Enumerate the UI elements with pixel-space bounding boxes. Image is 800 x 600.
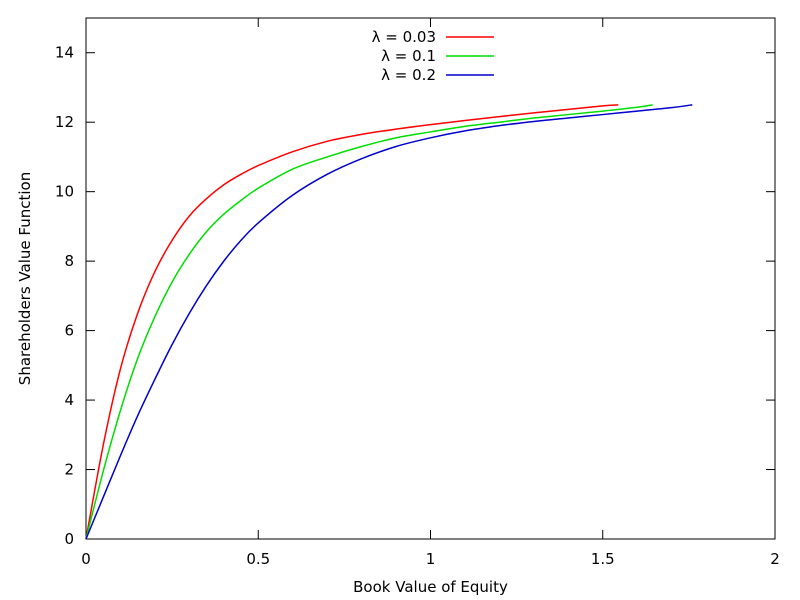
y-tick-label: 10 (55, 183, 74, 201)
axis-tick-labels: 0 0.5 1 1.5 2 0 2 4 6 8 10 12 14 (55, 44, 780, 568)
y-tick-label: 14 (55, 44, 74, 62)
series-lines (85, 104, 693, 540)
x-axis-label: Book Value of Equity (353, 578, 508, 596)
y-tick-label: 0 (64, 530, 74, 548)
series-line-3 (85, 104, 693, 540)
y-axis-label: Shareholders Value Function (16, 172, 34, 385)
x-tick-label: 0 (81, 550, 91, 568)
series-line-2 (85, 104, 653, 540)
legend-label-3: λ = 0.2 (381, 66, 436, 84)
legend: λ = 0.03λ = 0.1λ = 0.2 (372, 28, 494, 84)
series-line-1 (85, 104, 619, 540)
x-tick-label: 1.5 (591, 550, 615, 568)
y-tick-label: 4 (64, 391, 74, 409)
y-tick-label: 8 (64, 252, 74, 270)
legend-label-1: λ = 0.03 (372, 28, 436, 46)
legend-label-2: λ = 0.1 (381, 47, 436, 65)
x-tick-label: 1 (426, 550, 436, 568)
y-tick-label: 2 (64, 461, 74, 479)
axis-ticks (85, 18, 776, 540)
x-tick-label: 2 (770, 550, 780, 568)
x-tick-label: 0.5 (246, 550, 270, 568)
y-tick-label: 6 (64, 322, 74, 340)
plot-frame (85, 17, 776, 540)
y-tick-label: 12 (55, 113, 74, 131)
